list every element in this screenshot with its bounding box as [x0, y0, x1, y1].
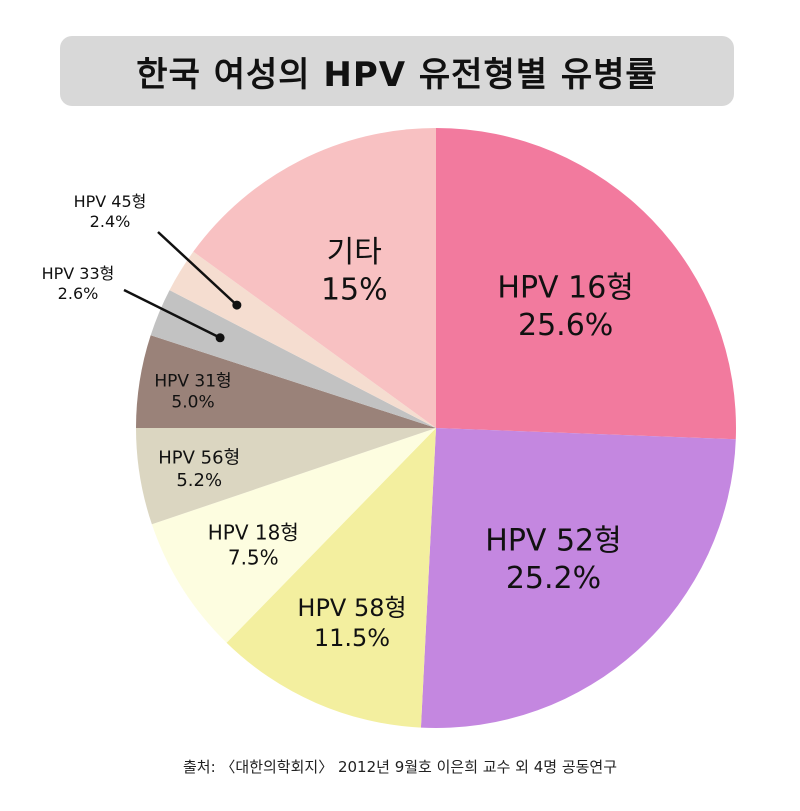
chart-title-box: 한국 여성의 HPV 유전형별 유병률	[60, 36, 734, 106]
slice-name-label: HPV 56형	[158, 448, 240, 469]
slice-value-label: 25.6%	[518, 308, 613, 343]
slice-value-label: 11.5%	[314, 624, 390, 652]
slice-name-label: HPV 16형	[497, 271, 633, 306]
pie-slice	[226, 428, 436, 728]
pie-slice	[136, 335, 436, 428]
slice-name-label: 기타	[327, 235, 382, 270]
slice-name-label: HPV 58형	[297, 594, 406, 622]
slice-value-label: 2.6%	[58, 284, 99, 303]
pie-slice	[436, 128, 737, 440]
callout-dot	[215, 333, 225, 343]
source-note: 출처: 〈대한의학회지〉 2012년 9월호 이은희 교수 외 4명 공동연구	[182, 758, 618, 776]
slice-value-label: 5.2%	[176, 470, 222, 491]
slice-value-label: 25.2%	[506, 561, 601, 596]
pie-slice	[420, 428, 736, 728]
callout-dot	[232, 300, 242, 310]
slice-name-label: HPV 33형	[42, 264, 115, 283]
slice-name-label: HPV 45형	[74, 192, 147, 211]
pie-slice	[151, 428, 436, 643]
pie-slice	[193, 128, 436, 428]
pie-slice	[169, 251, 436, 428]
slice-name-label: HPV 18형	[208, 520, 299, 544]
pie-slice	[150, 290, 436, 428]
callout-line	[157, 231, 238, 307]
slice-value-label: 7.5%	[228, 545, 279, 569]
slice-value-label: 15%	[321, 272, 388, 307]
slice-value-label: 5.0%	[171, 393, 214, 413]
pie-slice	[136, 428, 436, 525]
slice-value-label: 2.4%	[90, 212, 131, 231]
slice-name-label: HPV 52형	[485, 524, 621, 559]
callout-line	[123, 288, 221, 339]
slice-name-label: HPV 31형	[154, 371, 231, 391]
chart-title: 한국 여성의 HPV 유전형별 유병률	[136, 54, 658, 95]
